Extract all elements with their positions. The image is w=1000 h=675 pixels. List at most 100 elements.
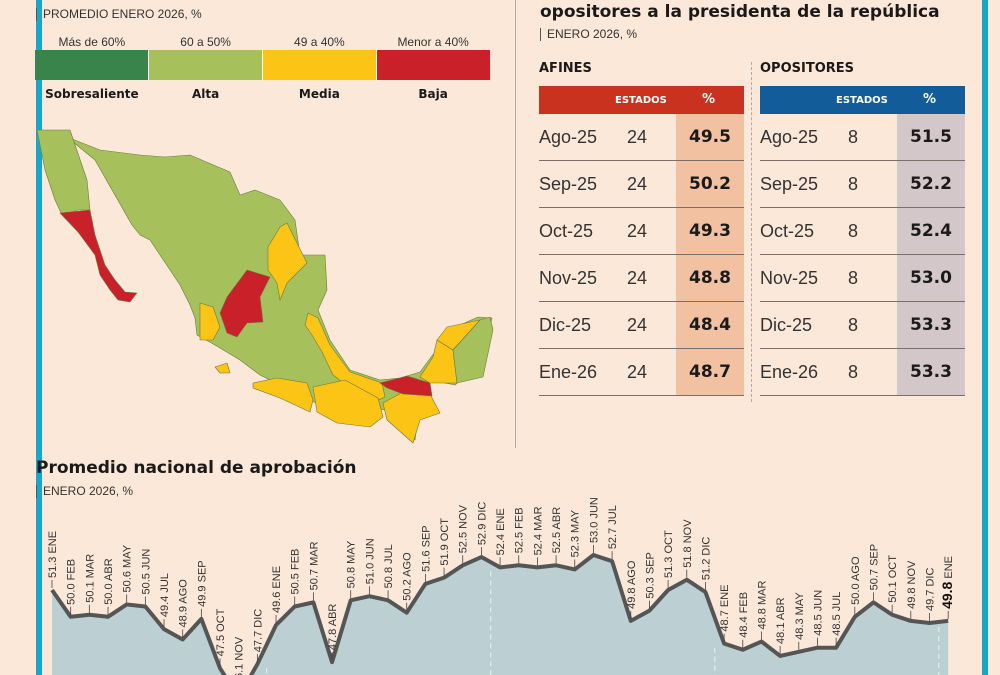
legend-label: Alta [192,87,220,101]
data-label: 47.7 DIC [252,609,264,652]
opositores-rows: Ago-25 8 51.5 Sep-25 8 52.2 Oct-25 8 52.4 Nov-25 8… [760,114,965,396]
table-row: Oct-25 24 49.3 [539,208,744,255]
data-label: 48.5 JUL [831,592,843,636]
estados-cell: 24 [627,362,648,382]
data-label: 49.7 DIC [924,568,936,611]
pct-cell: 52.4 [897,208,965,254]
legend-ranges: Más de 60% 60 a 50% 49 a 40% Menor a 40% [35,35,490,49]
month-cell: Ago-25 [539,127,598,147]
data-label: 51.9 OCT [439,518,451,566]
map-region-quintana-roo [452,316,494,384]
map-region-tabasco [379,375,433,397]
legend-range: Más de 60% [58,35,126,49]
map-region-baja-california [36,129,91,216]
afines-table: AFINES ESTADOS % Ago-25 24 49.5 Sep-25 24 50.… [539,61,744,396]
month-cell: Nov-25 [760,268,819,288]
data-label: 52.3 MAY [570,509,582,557]
col-estados: ESTADOS [836,95,888,106]
data-label: 52.5 FEB [514,507,526,553]
pct-cell: 49.3 [676,208,744,254]
data-label: 48.8 MAR [756,581,768,630]
opositores-header: ESTADOS % [760,86,965,114]
data-label: 50.8 MAY [346,540,358,588]
month-cell: Dic-25 [760,315,813,335]
map-region-baja-california-sur [59,209,138,303]
data-label: 50.3 SEP [644,552,656,599]
pct-cell: 48.4 [676,302,744,348]
right-accent-bar [982,0,988,675]
chart-subtitle: ENERO 2026, % [36,485,133,498]
legend-label: Baja [418,87,448,101]
series-line [50,553,949,675]
data-label: 51.3 ENE [47,531,59,578]
pct-cell: 48.8 [676,255,744,301]
table-row: Ene-26 24 48.7 [539,349,744,396]
map-region-nuevo-leon [267,222,308,301]
table-row: Ene-26 8 53.3 [760,349,965,396]
table-row: Nov-25 8 53.0 [760,255,965,302]
data-label: 49.8 ENE [939,556,955,609]
data-label: 50.2 AGO [402,552,414,601]
data-label: 52.5 ABR [551,507,563,554]
section-divider [515,0,516,448]
map-region-oaxaca [312,379,384,428]
estados-cell: 8 [848,268,859,288]
data-label: 50.5 FEB [290,549,302,595]
data-label: 51.3 OCT [663,530,675,578]
data-label: 51.8 NOV [682,519,694,568]
legend-labels: Sobresaliente Alta Media Baja [35,87,490,101]
afines-header: ESTADOS % [539,86,744,114]
data-label: 50.7 SEP [868,544,880,591]
data-label: 50.5 JUN [140,549,152,595]
estados-cell: 8 [848,362,859,382]
estados-cell: 8 [848,221,859,241]
data-label: 48.5 JUN [812,590,824,636]
data-label: 49.8 AGO [626,560,638,609]
legend-swatch-alta [148,50,262,80]
data-label: 48.9 AGO [178,579,190,628]
estados-cell: 24 [627,268,648,288]
legend-range: 60 a 50% [180,35,231,49]
table-row: Sep-25 24 50.2 [539,161,744,208]
data-label: 47.5 OCT [215,608,227,656]
data-label: 52.4 MAR [532,506,544,555]
col-estados: ESTADOS [615,95,667,106]
data-label: 48.1 ABR [775,597,787,644]
month-cell: Nov-25 [539,268,598,288]
table-row: Dic-25 24 48.4 [539,302,744,349]
legend-label: Sobresaliente [45,87,139,101]
data-label: 49.6 ENE [271,566,283,613]
map-region-colima [214,362,231,374]
data-label: 50.7 MAR [308,541,320,590]
data-label: 50.6 MAY [122,544,134,592]
data-label: 50.1 OCT [887,555,899,603]
data-label: 48.4 FEB [738,592,750,638]
data-label: 49.8 NOV [906,560,918,609]
data-label: 48.7 ENE [719,584,731,631]
table-row: Oct-25 8 52.4 [760,208,965,255]
month-cell: Sep-25 [539,174,598,194]
data-label: 53.0 JUN [588,497,600,543]
data-label: 49.4 JUL [159,573,171,617]
data-label: 49.9 SEP [196,560,208,607]
data-label: 52.9 DIC [476,502,488,545]
estados-cell: 8 [848,315,859,335]
data-label: 50.0 ABR [103,558,115,605]
estados-cell: 8 [848,174,859,194]
legend-range: Menor a 40% [397,35,469,49]
table-row: Dic-25 8 53.3 [760,302,965,349]
data-label: 52.7 JUL [607,505,619,549]
table-subtitle: ENERO 2026, % [540,28,637,41]
col-pct: % [923,92,937,107]
pct-cell: 50.2 [676,161,744,207]
chart-title: Promedio nacional de aprobación [36,458,357,478]
pct-cell: 49.5 [676,114,744,160]
estados-cell: 24 [627,315,648,335]
estados-cell: 24 [627,127,648,147]
pct-cell: 53.0 [897,255,965,301]
data-label: 48.3 MAY [794,592,806,640]
month-cell: Dic-25 [539,315,592,335]
left-accent-bar [36,0,42,675]
afines-rows: Ago-25 24 49.5 Sep-25 24 50.2 Oct-25 24 49.3 Nov-… [539,114,744,396]
